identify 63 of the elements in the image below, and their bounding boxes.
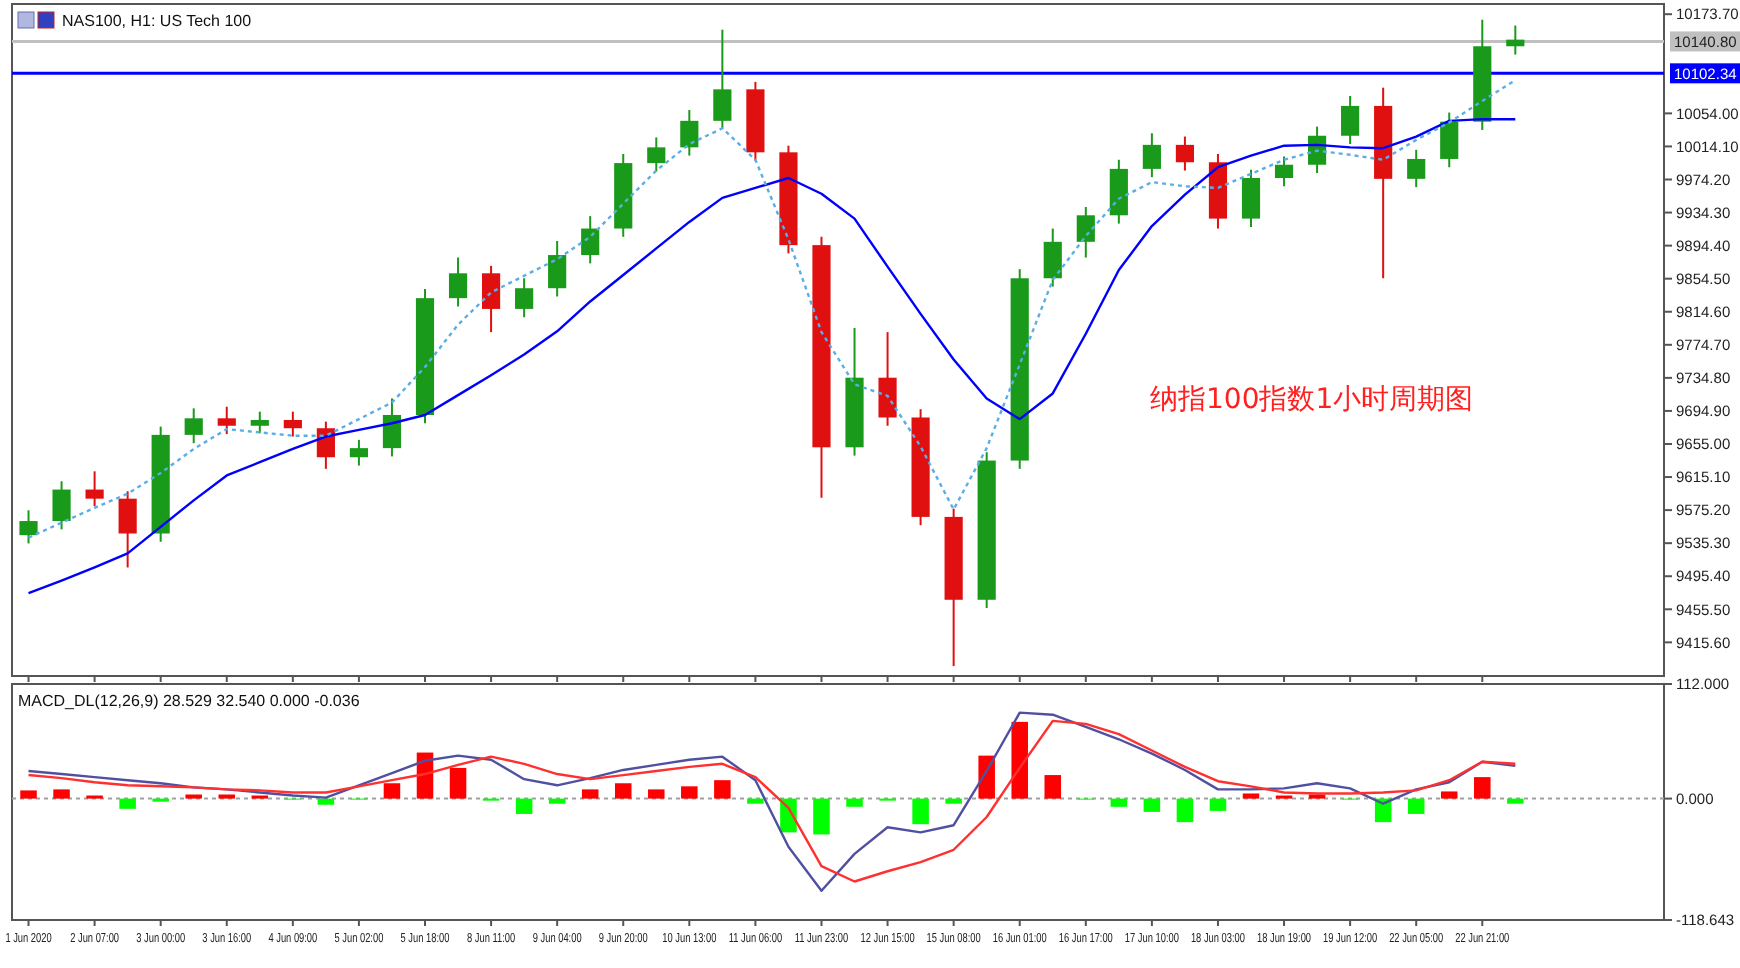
candlestick <box>1076 206 1095 259</box>
candlestick <box>1506 24 1525 56</box>
candlestick <box>19 509 38 545</box>
candlestick <box>184 407 203 445</box>
bar <box>317 798 335 805</box>
candlestick <box>1407 148 1426 189</box>
bar <box>648 789 665 799</box>
candlestick <box>85 470 104 508</box>
candlestick <box>217 405 236 436</box>
bar <box>1507 798 1524 804</box>
bar <box>548 798 566 804</box>
bar <box>912 798 929 825</box>
bar <box>53 789 70 799</box>
candlestick <box>1043 227 1062 288</box>
bar <box>1209 798 1227 811</box>
bar <box>714 780 731 799</box>
bar <box>1407 798 1425 814</box>
bar <box>1440 791 1458 799</box>
candlestick <box>1142 132 1161 179</box>
bar <box>1474 777 1491 799</box>
candlestick <box>382 397 402 458</box>
candlestick <box>713 28 732 131</box>
candlestick <box>349 438 369 467</box>
candlestick <box>481 264 501 334</box>
bar <box>1242 793 1260 799</box>
line-series <box>27 117 1517 595</box>
text: NAS100, H1: US Tech 100 <box>62 12 253 30</box>
bar <box>681 786 698 799</box>
candlestick <box>1341 94 1360 146</box>
candlestick <box>581 215 600 265</box>
candlestick <box>1175 135 1195 172</box>
candlestick <box>548 239 567 298</box>
bar <box>449 767 467 799</box>
candlestick <box>1274 155 1294 188</box>
candlestick <box>250 410 269 435</box>
candlestick <box>1241 168 1261 228</box>
candlestick <box>283 410 302 438</box>
bar <box>20 790 37 799</box>
bar <box>747 798 764 804</box>
candlestick <box>680 109 699 157</box>
bar <box>1110 798 1128 807</box>
text: MACD_DL(12,26,9) 28.529 32.540 0.000 -0.036 <box>18 692 361 710</box>
candlestick <box>1109 158 1128 225</box>
bar <box>515 798 533 814</box>
bar <box>1011 721 1028 799</box>
candlestick <box>448 256 468 308</box>
bar <box>1143 798 1161 812</box>
annotation: 纳指100指数1小时周期图 <box>1150 384 1474 416</box>
candlestick <box>1440 111 1459 169</box>
candlestick <box>118 490 137 569</box>
bar <box>119 798 136 809</box>
bar <box>581 789 599 799</box>
candlestick <box>647 136 666 173</box>
bar <box>1176 798 1194 823</box>
candlestick <box>52 480 71 531</box>
bar <box>383 783 401 799</box>
bar <box>945 798 962 804</box>
candlestick <box>515 277 534 319</box>
bar <box>614 783 632 799</box>
bar <box>813 798 830 835</box>
bar <box>1044 775 1062 799</box>
candlestick <box>878 331 897 427</box>
bar <box>846 798 863 807</box>
